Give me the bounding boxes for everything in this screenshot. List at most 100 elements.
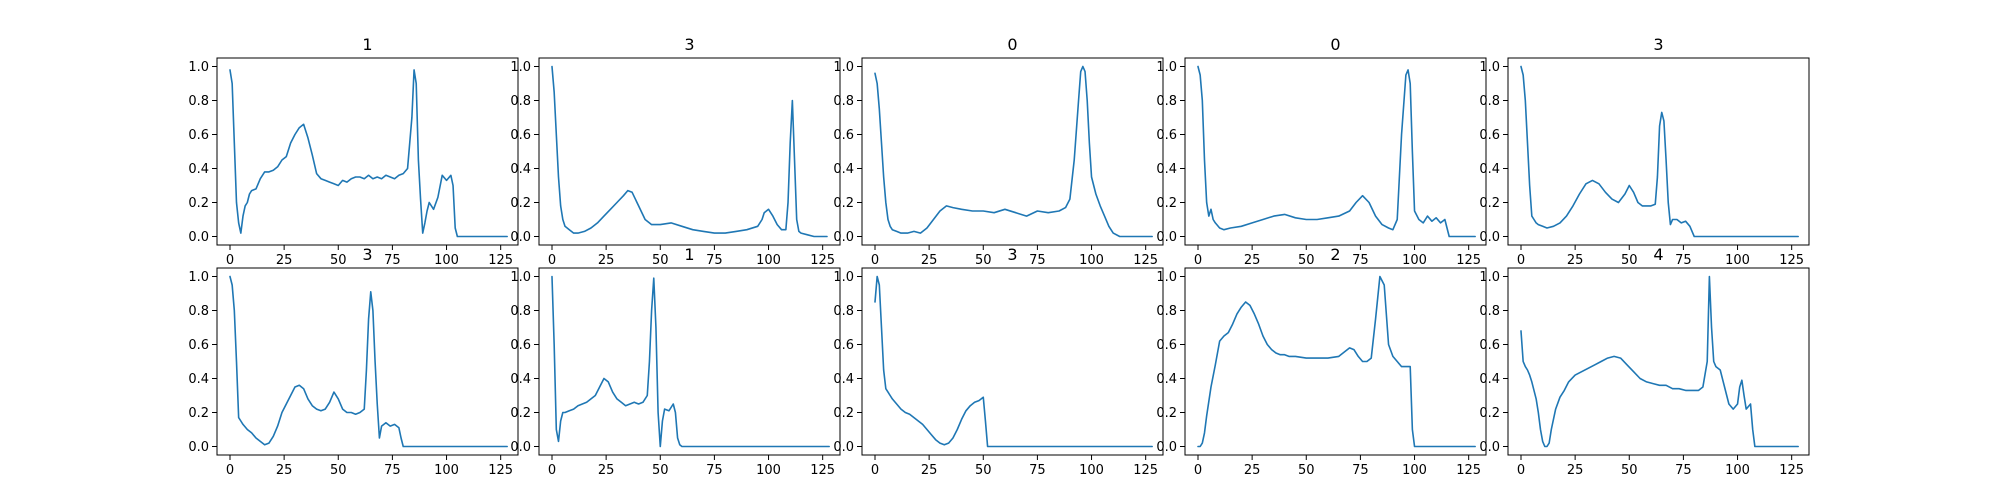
subplot-9: 2 0 25 50 75 100 125 0.0 0.2 0.4 0.6 0.8 1.0 [1156, 245, 1487, 478]
y-tick-label: 0.4 [1479, 162, 1500, 177]
y-tick-label: 1.0 [188, 270, 209, 285]
x-tick-label: 25 [921, 253, 938, 268]
y-tick-label: 0.2 [833, 406, 854, 421]
x-tick-label: 25 [1567, 253, 1584, 268]
y-tick-label: 0.0 [510, 230, 531, 245]
series-line [874, 65, 1153, 238]
y-tick-label: 0.8 [510, 94, 531, 109]
x-tick-label: 100 [1725, 463, 1750, 478]
y-tick-label: 0.8 [833, 304, 854, 319]
y-tick-label: 0.6 [1156, 338, 1177, 353]
x-tick-label: 0 [1517, 253, 1525, 268]
subplot-title: 3 [684, 35, 694, 54]
plot-frame [861, 267, 1164, 456]
x-tick-label: 50 [975, 253, 992, 268]
x-tick-label: 100 [434, 253, 459, 268]
x-tick-label: 125 [488, 253, 513, 268]
x-tick-label: 50 [1298, 463, 1315, 478]
x-tick-label: 0 [871, 253, 879, 268]
y-tick-label: 1.0 [510, 270, 531, 285]
y-tick-label: 0.6 [833, 338, 854, 353]
plot-frame [1507, 267, 1810, 456]
x-tick-label: 25 [1567, 463, 1584, 478]
y-tick-label: 1.0 [188, 60, 209, 75]
x-tick-label: 75 [1675, 463, 1692, 478]
x-tick-label: 125 [1456, 463, 1481, 478]
y-tick-label: 0.2 [1479, 406, 1500, 421]
y-tick-label: 0.6 [188, 128, 209, 143]
x-tick-label: 0 [226, 463, 234, 478]
plot-frame [1184, 57, 1487, 246]
y-tick-label: 0.8 [1156, 304, 1177, 319]
subplot-title: 4 [1653, 245, 1663, 264]
series-line [1520, 275, 1799, 448]
y-tick-label: 0.2 [510, 196, 531, 211]
series-line [874, 275, 1153, 448]
y-tick-label: 0.0 [1479, 230, 1500, 245]
subplot-title: 3 [1653, 35, 1663, 54]
y-tick-label: 1.0 [1479, 270, 1500, 285]
series-line [229, 69, 508, 238]
x-tick-label: 50 [330, 463, 347, 478]
x-tick-label: 100 [434, 463, 459, 478]
y-tick-label: 0.0 [833, 440, 854, 455]
subplot-6: 3 0 25 50 75 100 125 0.0 0.2 0.4 0.6 0.8 1.0 [188, 245, 519, 478]
y-tick-label: 0.4 [833, 372, 854, 387]
x-tick-label: 25 [598, 463, 615, 478]
y-tick-label: 0.4 [1156, 372, 1177, 387]
x-tick-label: 75 [384, 253, 401, 268]
series-line [229, 275, 508, 448]
x-tick-label: 50 [1298, 253, 1315, 268]
x-tick-label: 100 [1079, 253, 1104, 268]
subplot-title: 3 [362, 245, 372, 264]
x-tick-label: 0 [871, 463, 879, 478]
x-tick-label: 100 [1402, 253, 1427, 268]
y-tick-label: 0.0 [188, 230, 209, 245]
series-line [551, 275, 830, 448]
x-tick-label: 125 [1779, 463, 1804, 478]
x-tick-label: 125 [810, 253, 835, 268]
x-tick-label: 25 [276, 253, 293, 268]
plot-frame [1507, 57, 1810, 246]
x-tick-label: 125 [810, 463, 835, 478]
subplot-10: 4 0 25 50 75 100 125 0.0 0.2 0.4 0.6 0.8 1.0 [1479, 245, 1810, 478]
x-tick-label: 125 [488, 463, 513, 478]
y-tick-label: 0.6 [510, 128, 531, 143]
x-tick-label: 125 [1779, 253, 1804, 268]
y-tick-label: 0.2 [188, 196, 209, 211]
y-tick-label: 0.0 [1156, 230, 1177, 245]
y-tick-label: 0.4 [188, 162, 209, 177]
x-tick-label: 25 [1244, 253, 1261, 268]
y-tick-label: 0.8 [1479, 94, 1500, 109]
y-tick-label: 0.0 [1156, 440, 1177, 455]
x-tick-label: 75 [1029, 253, 1046, 268]
plot-frame [216, 57, 519, 246]
y-tick-label: 0.8 [1156, 94, 1177, 109]
plot-frame [538, 57, 841, 246]
x-tick-label: 75 [1352, 253, 1369, 268]
x-tick-label: 50 [975, 463, 992, 478]
subplot-1: 1 0 25 50 75 100 125 0.0 0.2 0.4 0.6 0.8 1.0 [188, 35, 519, 268]
subplot-title: 1 [684, 245, 694, 264]
series-line [551, 65, 828, 238]
x-tick-label: 0 [1517, 463, 1525, 478]
y-tick-label: 0.6 [1156, 128, 1177, 143]
x-tick-label: 0 [548, 253, 556, 268]
subplot-8: 3 0 25 50 75 100 125 0.0 0.2 0.4 0.6 0.8 1.0 [833, 245, 1164, 478]
x-tick-label: 100 [756, 253, 781, 268]
subplot-3: 0 0 25 50 75 100 125 0.0 0.2 0.4 0.6 0.8 1.0 [833, 35, 1164, 268]
y-tick-label: 0.8 [833, 94, 854, 109]
x-tick-label: 50 [1621, 463, 1638, 478]
y-tick-label: 0.2 [1156, 406, 1177, 421]
x-tick-label: 75 [1675, 253, 1692, 268]
y-tick-label: 1.0 [1156, 60, 1177, 75]
y-tick-label: 1.0 [1479, 60, 1500, 75]
series-line [1197, 65, 1476, 238]
subplot-title: 0 [1007, 35, 1017, 54]
subplot-4: 0 0 25 50 75 100 125 0.0 0.2 0.4 0.6 0.8 1.0 [1156, 35, 1487, 268]
y-tick-label: 0.2 [510, 406, 531, 421]
x-tick-label: 75 [1352, 463, 1369, 478]
y-tick-label: 1.0 [510, 60, 531, 75]
x-tick-label: 0 [226, 253, 234, 268]
x-tick-label: 100 [1402, 463, 1427, 478]
